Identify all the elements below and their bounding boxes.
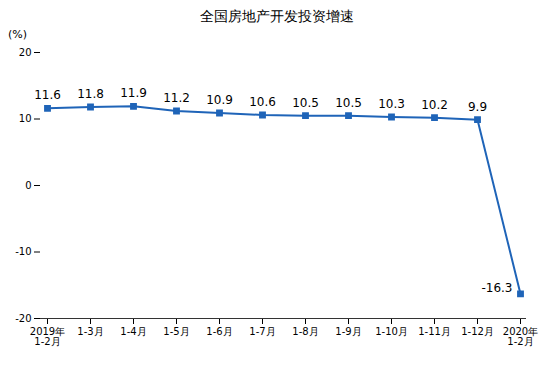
svg-text:10: 10 xyxy=(19,113,32,124)
svg-text:2019年1-2月: 2019年1-2月 xyxy=(30,326,65,347)
svg-text:1-12月: 1-12月 xyxy=(461,326,494,337)
svg-text:11.6: 11.6 xyxy=(34,88,61,102)
svg-text:1-10月: 1-10月 xyxy=(375,326,408,337)
svg-text:10.2: 10.2 xyxy=(421,98,448,112)
svg-text:9.9: 9.9 xyxy=(468,100,487,114)
svg-text:-20: -20 xyxy=(15,313,31,324)
svg-text:1-9月: 1-9月 xyxy=(335,326,361,337)
svg-text:20: 20 xyxy=(19,47,32,58)
svg-text:10.3: 10.3 xyxy=(378,97,405,111)
svg-text:10.9: 10.9 xyxy=(206,93,233,107)
html-text:全国房地产开发投资增速: 全国房地产开发投资增速 xyxy=(200,8,354,24)
svg-text:-10: -10 xyxy=(15,246,31,257)
svg-text:10.6: 10.6 xyxy=(249,95,276,109)
svg-text:11.2: 11.2 xyxy=(163,91,190,105)
svg-text:11.9: 11.9 xyxy=(120,86,147,100)
svg-text:1-3月: 1-3月 xyxy=(77,326,103,337)
svg-text:10.5: 10.5 xyxy=(335,96,362,110)
svg-text:11.8: 11.8 xyxy=(77,87,104,101)
svg-text:10.5: 10.5 xyxy=(292,96,319,110)
svg-text:1-8月: 1-8月 xyxy=(292,326,318,337)
svg-text:1-4月: 1-4月 xyxy=(120,326,146,337)
svg-text:1-5月: 1-5月 xyxy=(163,326,189,337)
svg-text:2020年1-2月: 2020年1-2月 xyxy=(503,326,538,347)
svg-text:0: 0 xyxy=(25,180,31,191)
svg-text:-16.3: -16.3 xyxy=(481,281,512,295)
svg-text:1-11月: 1-11月 xyxy=(418,326,451,337)
svg-text:1-7月: 1-7月 xyxy=(249,326,275,337)
svg-text:1-6月: 1-6月 xyxy=(206,326,232,337)
